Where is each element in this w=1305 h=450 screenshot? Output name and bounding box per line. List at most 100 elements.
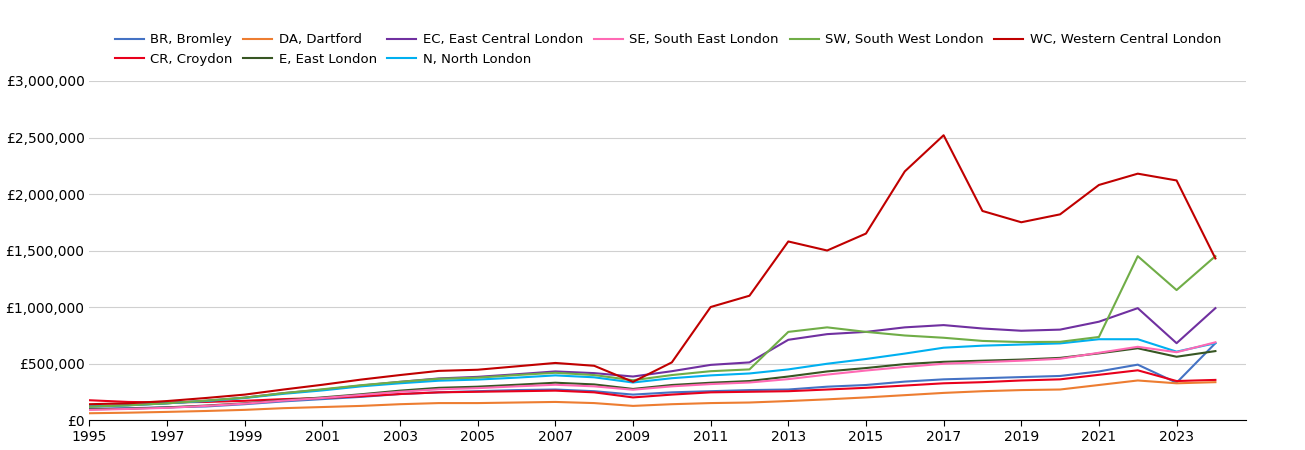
- DA, Dartford: [1091, 382, 1107, 388]
- BR, Bromley: [509, 387, 525, 393]
- SE, South East London: [1130, 344, 1146, 350]
- CR, Croydon: [431, 390, 446, 395]
- DA, Dartford: [198, 408, 214, 414]
- E, East London: [120, 406, 136, 411]
- E, East London: [198, 403, 214, 408]
- E, East London: [509, 382, 525, 387]
- EC, East Central London: [975, 326, 990, 331]
- DA, Dartford: [586, 400, 602, 406]
- DA, Dartford: [780, 398, 796, 404]
- N, North London: [431, 378, 446, 383]
- DA, Dartford: [975, 388, 990, 394]
- CR, Croydon: [1130, 368, 1146, 373]
- DA, Dartford: [859, 395, 874, 400]
- BR, Bromley: [859, 382, 874, 388]
- E, East London: [393, 388, 408, 393]
- SW, South West London: [897, 333, 912, 338]
- E, East London: [354, 392, 369, 397]
- DA, Dartford: [625, 403, 641, 409]
- EC, East Central London: [120, 402, 136, 408]
- SE, South East London: [625, 387, 641, 392]
- WC, Western Central London: [275, 387, 291, 392]
- SW, South West London: [664, 372, 680, 378]
- SW, South West London: [586, 372, 602, 378]
- BR, Bromley: [431, 390, 446, 395]
- SW, South West London: [820, 324, 835, 330]
- E, East London: [975, 358, 990, 364]
- WC, Western Central London: [859, 231, 874, 236]
- SE, South East London: [509, 384, 525, 389]
- EC, East Central London: [548, 369, 564, 374]
- SW, South West London: [741, 367, 757, 372]
- BR, Bromley: [820, 384, 835, 389]
- EC, East Central London: [509, 372, 525, 377]
- N, North London: [936, 345, 951, 351]
- N, North London: [1207, 341, 1223, 346]
- N, North London: [393, 381, 408, 386]
- N, North London: [741, 371, 757, 376]
- CR, Croydon: [238, 398, 253, 404]
- E, East London: [275, 397, 291, 403]
- Line: CR, Croydon: CR, Croydon: [90, 370, 1215, 402]
- SE, South East London: [975, 360, 990, 365]
- WC, Western Central London: [1169, 178, 1185, 183]
- EC, East Central London: [82, 404, 98, 409]
- N, North London: [1052, 341, 1067, 346]
- CR, Croydon: [1091, 372, 1107, 378]
- N, North London: [586, 374, 602, 380]
- SE, South East London: [703, 382, 719, 387]
- WC, Western Central London: [1091, 182, 1107, 188]
- Line: BR, Bromley: BR, Bromley: [90, 343, 1215, 409]
- BR, Bromley: [1207, 341, 1223, 346]
- SW, South West London: [238, 395, 253, 400]
- SW, South West London: [275, 391, 291, 396]
- SE, South East London: [859, 368, 874, 373]
- CR, Croydon: [897, 383, 912, 388]
- CR, Croydon: [120, 399, 136, 405]
- BR, Bromley: [897, 379, 912, 384]
- CR, Croydon: [275, 396, 291, 402]
- EC, East Central London: [664, 369, 680, 374]
- SE, South East London: [1014, 358, 1030, 364]
- CR, Croydon: [780, 388, 796, 394]
- E, East London: [625, 386, 641, 391]
- SE, South East London: [820, 372, 835, 377]
- E, East London: [315, 395, 330, 400]
- BR, Bromley: [82, 406, 98, 411]
- BR, Bromley: [393, 392, 408, 397]
- BR, Bromley: [664, 390, 680, 395]
- Line: WC, Western Central London: WC, Western Central London: [90, 135, 1215, 404]
- Line: E, East London: E, East London: [90, 348, 1215, 410]
- WC, Western Central London: [548, 360, 564, 366]
- WC, Western Central London: [470, 367, 485, 373]
- BR, Bromley: [1091, 369, 1107, 374]
- SE, South East London: [393, 389, 408, 395]
- N, North London: [509, 375, 525, 380]
- E, East London: [548, 380, 564, 386]
- WC, Western Central London: [1052, 212, 1067, 217]
- WC, Western Central London: [238, 392, 253, 397]
- BR, Bromley: [703, 388, 719, 394]
- EC, East Central London: [431, 376, 446, 381]
- E, East London: [936, 359, 951, 364]
- WC, Western Central London: [159, 398, 175, 404]
- SE, South East London: [664, 384, 680, 389]
- SE, South East London: [1091, 350, 1107, 356]
- SE, South East London: [586, 384, 602, 389]
- SW, South West London: [1091, 334, 1107, 340]
- SW, South West London: [975, 338, 990, 344]
- DA, Dartford: [1014, 387, 1030, 393]
- BR, Bromley: [198, 404, 214, 409]
- EC, East Central London: [354, 383, 369, 388]
- EC, East Central London: [1207, 306, 1223, 311]
- Line: SE, South East London: SE, South East London: [90, 342, 1215, 410]
- WC, Western Central London: [897, 169, 912, 174]
- SW, South West London: [859, 329, 874, 335]
- SE, South East London: [548, 382, 564, 387]
- EC, East Central London: [315, 387, 330, 392]
- EC, East Central London: [1052, 327, 1067, 332]
- WC, Western Central London: [703, 304, 719, 310]
- CR, Croydon: [859, 385, 874, 391]
- DA, Dartford: [1207, 379, 1223, 385]
- Legend: BR, Bromley, CR, Croydon, DA, Dartford, E, East London, EC, East Central London,: BR, Bromley, CR, Croydon, DA, Dartford, …: [110, 28, 1227, 71]
